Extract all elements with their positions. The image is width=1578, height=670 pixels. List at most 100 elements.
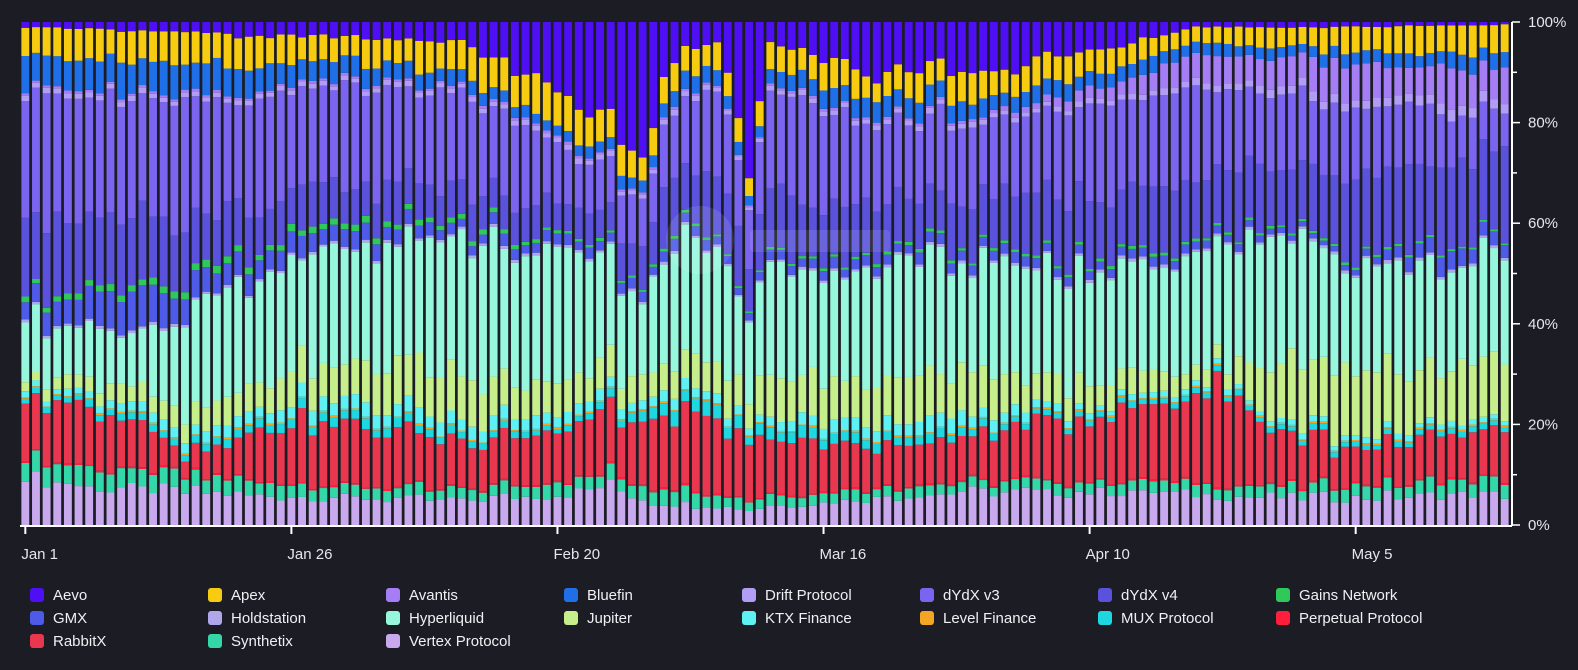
bar-segment-dydx-v4 [574, 207, 583, 239]
bar-segment-gmx [1128, 248, 1137, 259]
bar-segment-level-finance [489, 430, 498, 432]
bar-segment-perpetual-protocol [1202, 482, 1211, 484]
bar-segment-rabbitx [1447, 433, 1456, 478]
bar-segment-holdstation [936, 243, 945, 247]
bar-segment-gains-network [63, 293, 72, 300]
legend-item-level-finance[interactable]: Level Finance [920, 609, 1098, 627]
legend-item-holdstation[interactable]: Holdstation [208, 609, 386, 627]
bar-segment-rabbitx [42, 413, 51, 467]
legend-item-synthetix[interactable]: Synthetix [208, 632, 386, 650]
bar-segment-level-finance [234, 427, 243, 429]
bar-segment-hyperliquid [1213, 236, 1222, 345]
bar-segment-level-finance [127, 410, 136, 413]
bar-segment-jupiter [691, 353, 700, 389]
legend-item-aevo[interactable]: Aevo [30, 586, 208, 604]
bar-segment-ktx-finance [745, 428, 753, 436]
bar-segment-gains-network [1383, 246, 1392, 250]
legend-item-gmx[interactable]: GMX [30, 609, 208, 627]
bar-segment-dydx-v4 [1373, 177, 1381, 255]
legend-item-mux-protocol[interactable]: MUX Protocol [1098, 609, 1276, 627]
bar-segment-rabbitx [1234, 395, 1243, 486]
bar-segment-synthetix [1202, 483, 1211, 495]
bar-segment-avantis [191, 88, 200, 92]
bar-segment-vertex-protocol [755, 508, 764, 525]
bar-segment-dydx-v4 [766, 188, 775, 247]
bar-segment-bluefin [53, 56, 62, 87]
legend-item-vertex-protocol[interactable]: Vertex Protocol [386, 632, 564, 650]
bar-segment-dydx-v3 [638, 198, 647, 247]
legend-item-hyperliquid[interactable]: Hyperliquid [386, 609, 564, 627]
bar-segment-vertex-protocol [894, 500, 902, 525]
bar-segment-mux-protocol [1415, 429, 1424, 435]
bar-segment-ktx-finance [532, 415, 541, 429]
bar-segment-ktx-finance [266, 413, 275, 424]
legend-item-dydx-v3[interactable]: dYdX v3 [920, 586, 1098, 604]
legend-item-gains-network[interactable]: Gains Network [1276, 586, 1454, 604]
bar-segment-holdstation [1011, 262, 1020, 266]
bar-segment-vertex-protocol [1362, 499, 1371, 525]
bar-segment-apex [1341, 26, 1349, 55]
bar-segment-vertex-protocol [287, 497, 296, 525]
bar-segment-dydx-v3 [1404, 101, 1413, 165]
bar-segment-drift-protocol [904, 120, 913, 126]
bar-segment-dydx-v3 [457, 87, 466, 180]
bar-segment-bluefin [1266, 48, 1275, 61]
bar-segment-level-finance [372, 428, 381, 431]
bar-segment-hyperliquid [351, 251, 360, 359]
bar-segment-level-finance [1245, 404, 1254, 407]
legend-item-apex[interactable]: Apex [208, 586, 386, 604]
bar-segment-dydx-v3 [1170, 93, 1179, 191]
legend-item-jupiter[interactable]: Jupiter [564, 609, 742, 627]
bar-segment-drift-protocol [734, 156, 743, 161]
bar-segment-holdstation [393, 244, 402, 247]
legend-item-bluefin[interactable]: Bluefin [564, 586, 742, 604]
bar-segment-avantis [1213, 56, 1222, 86]
legend-item-rabbitx[interactable]: RabbitX [30, 632, 208, 650]
legend-item-drift-protocol[interactable]: Drift Protocol [742, 586, 920, 604]
bar-segment-dydx-v3 [649, 173, 658, 223]
bar-segment-perpetual-protocol [542, 483, 551, 485]
bar-segment-holdstation [628, 288, 636, 292]
bar-segment-dydx-v3 [1255, 93, 1264, 164]
bar-segment-level-finance [361, 416, 370, 419]
bar-segment-rabbitx [1287, 430, 1296, 480]
bar-segment-avantis [457, 81, 466, 84]
bar-segment-gains-network [1011, 249, 1020, 253]
bar-segment-avantis [383, 77, 392, 80]
bar-segment-level-finance [659, 401, 668, 404]
bar-segment-hyperliquid [1181, 256, 1190, 375]
bar-segment-holdstation [542, 241, 551, 244]
bar-segment-mux-protocol [617, 420, 626, 428]
bar-segment-dydx-v4 [808, 207, 817, 257]
bar-segment-gmx [915, 252, 924, 265]
bar-segment-vertex-protocol [542, 499, 551, 525]
bar-segment-drift-protocol [1468, 108, 1477, 118]
bar-segment-dydx-v3 [1128, 99, 1137, 182]
bar-segment-drift-protocol [479, 108, 487, 114]
legend-item-perpetual-protocol[interactable]: Perpetual Protocol [1276, 609, 1454, 627]
bar-segment-vertex-protocol [723, 506, 732, 525]
bar-segment-rabbitx [904, 445, 913, 488]
bar-segment-avantis [1351, 64, 1360, 101]
legend-item-dydx-v4[interactable]: dYdX v4 [1098, 586, 1276, 604]
bar-segment-mux-protocol [904, 437, 913, 446]
bar-segment-dydx-v3 [606, 156, 615, 203]
bar-segment-ktx-finance [1245, 400, 1254, 405]
bar-segment-mux-protocol [1330, 452, 1339, 458]
bar-segment-aevo [1043, 22, 1051, 52]
bar-segment-holdstation [510, 259, 519, 263]
bar-segment-mux-protocol [1170, 403, 1179, 409]
bar-segment-dydx-v3 [510, 125, 519, 213]
bar-segment-rabbitx [872, 453, 881, 488]
bar-segment-aevo [532, 22, 541, 74]
bar-segment-perpetual-protocol [723, 496, 732, 498]
bar-segment-drift-protocol [936, 99, 945, 104]
bar-segment-dydx-v3 [32, 87, 40, 213]
legend-item-avantis[interactable]: Avantis [386, 586, 564, 604]
bar-segment-dydx-v3 [1096, 103, 1105, 203]
legend-item-ktx-finance[interactable]: KTX Finance [742, 609, 920, 627]
bar-segment-bluefin [74, 60, 83, 92]
bar-segment-avantis [255, 91, 264, 94]
bar-segment-hyperliquid [1373, 266, 1381, 373]
bar-segment-gains-network [287, 223, 296, 232]
